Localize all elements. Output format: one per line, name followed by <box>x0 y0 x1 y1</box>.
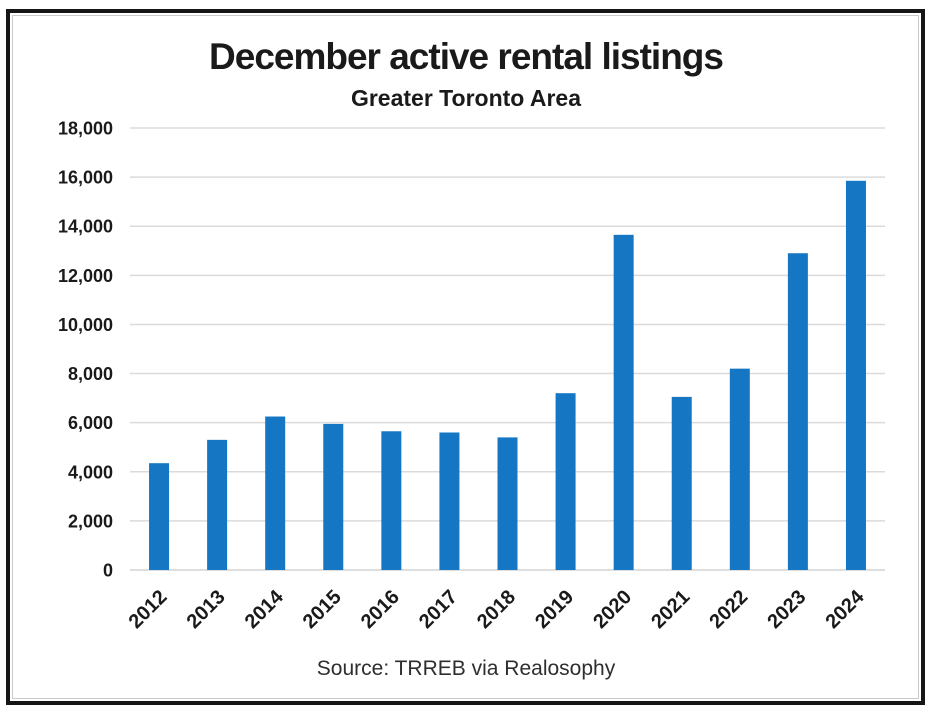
x-axis-label-2023: 2023 <box>763 586 810 633</box>
bar-2016 <box>381 431 402 570</box>
chart-subtitle: Greater Toronto Area <box>350 85 582 111</box>
bar-2019 <box>555 393 576 570</box>
x-axis-label-2020: 2020 <box>589 586 636 633</box>
x-axis-label-2016: 2016 <box>357 586 404 633</box>
x-axis-label-2019: 2019 <box>531 586 578 633</box>
bar-2024 <box>845 180 866 571</box>
bar-2014 <box>265 416 286 570</box>
chart-title: December active rental listings <box>209 36 724 77</box>
y-axis-tick-label: 14,000 <box>58 217 113 237</box>
x-axis-label-2017: 2017 <box>415 586 462 633</box>
x-axis-label-2014: 2014 <box>241 585 289 633</box>
x-axis-label-2024: 2024 <box>821 585 869 633</box>
y-axis-tick-label: 10,000 <box>58 315 113 335</box>
y-axis-tick-label: 0 <box>103 561 113 581</box>
bar-2020 <box>613 234 634 571</box>
x-axis-label-2018: 2018 <box>473 586 520 633</box>
source-caption: Source: TRREB via Realosophy <box>316 657 616 680</box>
bar-2018 <box>497 437 518 570</box>
y-axis-tick-label: 2,000 <box>68 511 113 531</box>
y-axis-tick-label: 18,000 <box>58 119 113 139</box>
bar-2013 <box>207 439 228 570</box>
y-axis-tick-label: 6,000 <box>68 413 113 433</box>
bar-2022 <box>729 368 750 570</box>
x-axis-label-2015: 2015 <box>299 586 346 633</box>
x-axis-label-2013: 2013 <box>183 586 230 633</box>
bar-2017 <box>439 432 460 570</box>
y-axis-tick-label: 4,000 <box>68 462 113 482</box>
y-axis-tick-label: 8,000 <box>68 364 113 384</box>
y-axis-tick-label: 16,000 <box>58 168 113 188</box>
bar-2023 <box>787 253 808 570</box>
image-border <box>6 9 925 705</box>
bar-2021 <box>671 396 692 570</box>
bar-2012 <box>149 463 170 570</box>
chart-frame <box>12 15 919 699</box>
x-axis-label-2022: 2022 <box>705 586 752 633</box>
bar-2015 <box>323 423 344 570</box>
x-axis-label-2021: 2021 <box>647 586 694 633</box>
x-axis-label-2012: 2012 <box>125 586 172 633</box>
y-axis-tick-label: 12,000 <box>58 266 113 286</box>
